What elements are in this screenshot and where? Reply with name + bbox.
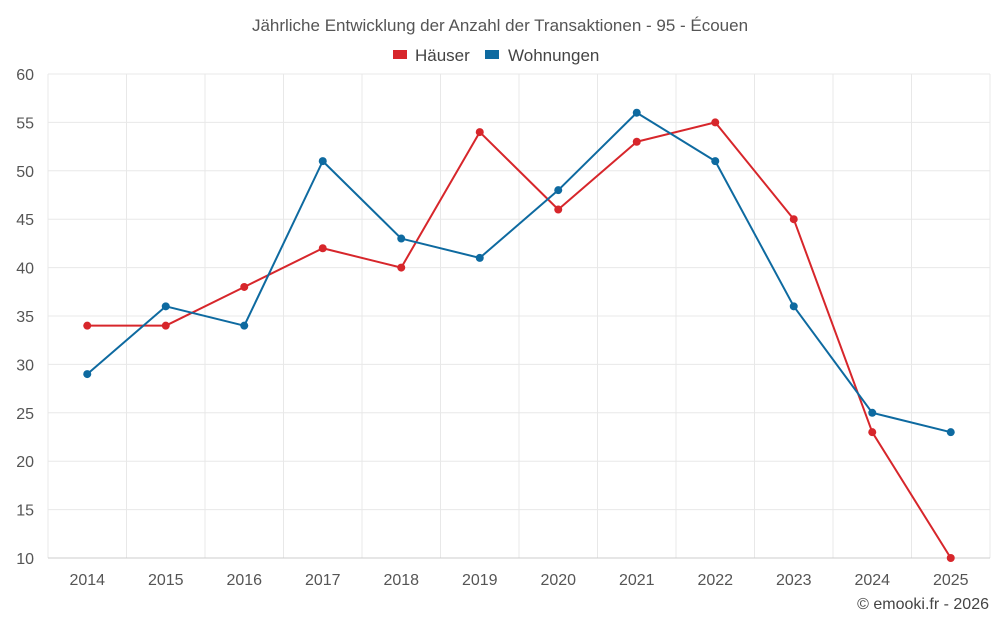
data-point-haeuser[interactable]: [83, 321, 92, 330]
x-tick-label: 2017: [305, 572, 341, 589]
x-tick-label: 2021: [619, 572, 655, 589]
legend: Häuser Wohnungen: [393, 46, 599, 65]
y-tick-label: 50: [16, 164, 34, 181]
data-point-haeuser[interactable]: [946, 554, 955, 562]
y-tick-label: 40: [16, 261, 34, 278]
data-point-wohnungen[interactable]: [161, 302, 170, 311]
data-point-haeuser[interactable]: [632, 137, 641, 146]
y-tick-label: 10: [16, 551, 34, 568]
data-point-haeuser[interactable]: [789, 215, 798, 224]
y-tick-label: 20: [16, 454, 34, 471]
data-point-haeuser[interactable]: [475, 128, 484, 137]
y-tick-label: 25: [16, 406, 34, 423]
data-point-wohnungen[interactable]: [632, 108, 641, 117]
y-tick-label: 15: [16, 503, 34, 520]
data-point-wohnungen[interactable]: [397, 234, 406, 243]
grid: [47, 73, 991, 559]
chart-title: Jährliche Entwicklung der Anzahl der Tra…: [252, 16, 748, 35]
series-layer: [83, 108, 955, 562]
series-line-wohnungen: [86, 111, 951, 434]
credit-text: © emooki.fr - 2026: [857, 596, 989, 613]
data-point-haeuser[interactable]: [711, 118, 720, 127]
series-line-haeuser: [87, 121, 952, 559]
y-tick-label: 30: [16, 357, 34, 374]
y-axis: 10 15 20 25 30 35 40 45 50 55 60: [16, 67, 34, 568]
legend-label-wohnungen[interactable]: Wohnungen: [508, 46, 599, 65]
data-point-haeuser[interactable]: [318, 244, 327, 253]
data-point-wohnungen[interactable]: [554, 186, 563, 195]
data-point-wohnungen[interactable]: [475, 253, 484, 262]
x-tick-label: 2024: [854, 572, 890, 589]
x-tick-label: 2025: [933, 572, 969, 589]
data-point-haeuser[interactable]: [240, 282, 249, 291]
data-point-wohnungen[interactable]: [868, 408, 877, 417]
data-point-wohnungen[interactable]: [240, 321, 249, 330]
data-point-haeuser[interactable]: [161, 321, 170, 330]
data-point-wohnungen[interactable]: [789, 302, 798, 311]
x-tick-label: 2020: [540, 572, 576, 589]
data-point-wohnungen[interactable]: [318, 157, 327, 166]
x-tick-label: 2022: [697, 572, 733, 589]
series-wohnungen: [83, 108, 955, 437]
y-tick-label: 45: [16, 212, 34, 229]
data-point-haeuser[interactable]: [868, 428, 877, 437]
y-tick-label: 55: [16, 115, 34, 132]
x-tick-label: 2023: [776, 572, 812, 589]
x-tick-label: 2016: [226, 572, 262, 589]
x-tick-label: 2019: [462, 572, 498, 589]
y-tick-label: 35: [16, 309, 34, 326]
data-point-wohnungen[interactable]: [83, 370, 92, 379]
legend-swatch-haeuser: [393, 50, 407, 59]
data-point-wohnungen[interactable]: [946, 428, 955, 437]
legend-swatch-wohnungen: [485, 50, 499, 59]
legend-label-haeuser[interactable]: Häuser: [415, 46, 470, 65]
data-point-haeuser[interactable]: [554, 205, 563, 214]
series-haeuser: [83, 118, 955, 562]
x-tick-label: 2014: [69, 572, 105, 589]
x-tick-label: 2015: [148, 572, 184, 589]
data-point-haeuser[interactable]: [397, 263, 406, 272]
data-point-wohnungen[interactable]: [711, 157, 720, 166]
x-tick-label: 2018: [383, 572, 419, 589]
y-tick-label: 60: [16, 67, 34, 84]
x-axis: 2014 2015 2016 2017 2018 2019 2020 2021 2022 2023…: [69, 572, 968, 589]
